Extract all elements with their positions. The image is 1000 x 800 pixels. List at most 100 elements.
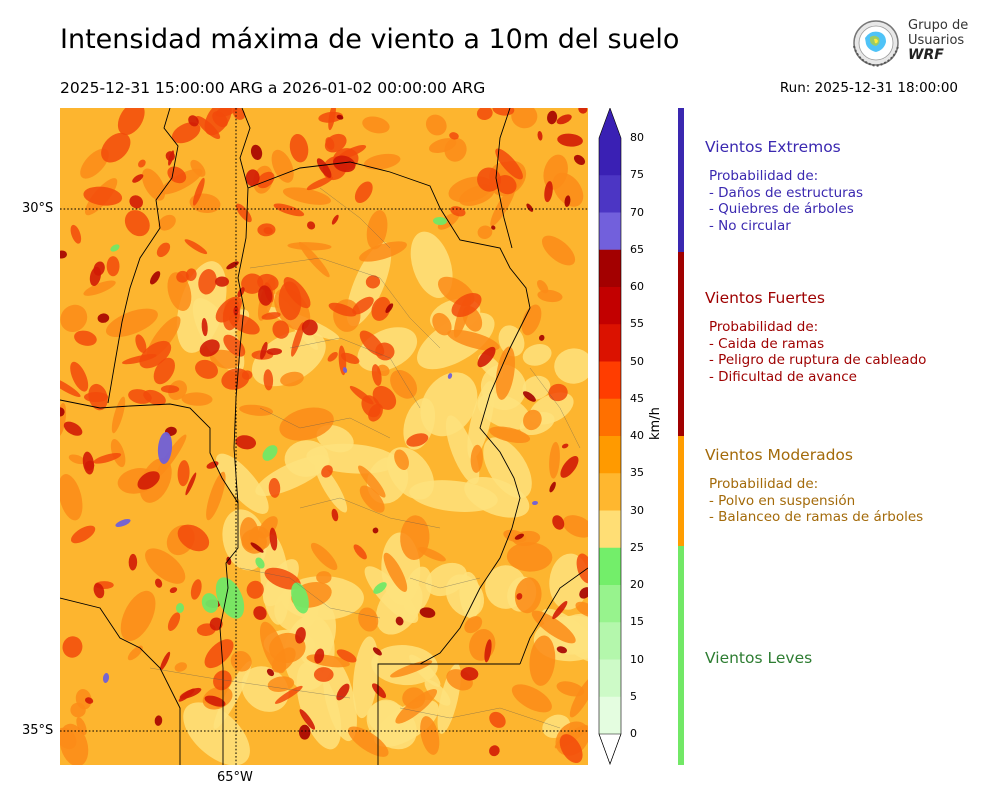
moderate-wind-patch	[271, 149, 294, 183]
moderate-wind-patch	[105, 308, 158, 338]
strong-wind-patch	[283, 277, 311, 309]
very-strong-wind-core	[514, 533, 525, 540]
strong-wind-patch	[70, 224, 82, 244]
strong-wind-patch	[306, 176, 334, 191]
strong-wind-patch	[371, 364, 382, 386]
colorbar-tick-label: 55	[630, 317, 644, 331]
moderate-wind-patch	[402, 687, 426, 709]
moderate-wind-patch	[358, 465, 386, 498]
strong-wind-patch	[256, 171, 275, 189]
light-wind-green-patch	[373, 582, 387, 594]
moderate-wind-patch	[432, 312, 452, 336]
strong-wind-patch	[241, 273, 264, 294]
moderate-wind-patch	[511, 684, 552, 713]
strong-wind-core	[331, 508, 339, 522]
very-strong-wind-core	[522, 391, 536, 402]
moderate-wind-patch	[390, 660, 433, 678]
strong-wind-patch	[449, 132, 459, 140]
moderate-wind-patch	[310, 542, 338, 571]
strong-wind-patch	[327, 351, 338, 362]
moderate-wind-patch	[541, 235, 576, 266]
strong-wind-patch	[241, 370, 253, 380]
strong-wind-patch	[62, 636, 83, 658]
very-strong-wind-core	[564, 195, 571, 208]
strong-wind-patch	[93, 452, 122, 464]
colorbar-swatch	[599, 696, 621, 735]
moderate-wind-patch	[549, 441, 560, 479]
moderate-wind-patch	[464, 616, 483, 634]
moderate-wind-patch	[279, 407, 334, 441]
moderate-wind-patch	[68, 454, 86, 465]
very-strong-wind-core	[154, 715, 163, 726]
strong-wind-core	[84, 460, 95, 471]
strong-wind-core	[556, 114, 572, 125]
moderate-wind-patch	[145, 548, 186, 584]
strong-wind-patch	[167, 166, 187, 184]
strong-wind-core	[307, 221, 316, 230]
light-wind-green-patch	[291, 582, 309, 614]
moderate-wind-patch	[543, 154, 568, 190]
very-strong-wind-core	[526, 203, 534, 212]
strong-wind-core	[260, 341, 268, 360]
strong-wind-patch	[171, 122, 201, 144]
extreme-wind-patch	[102, 673, 110, 683]
moderate-wind-patch	[366, 210, 388, 250]
colorbar-tick-label: 65	[630, 242, 644, 256]
strong-wind-patch	[476, 108, 493, 120]
very-strong-wind-core	[539, 334, 545, 341]
strong-wind-core	[85, 697, 94, 704]
moderate-wind-patch	[181, 392, 213, 406]
very-strong-wind-core	[60, 407, 65, 417]
moderate-wind-patch	[258, 516, 278, 539]
strong-wind-patch	[177, 524, 210, 552]
extreme-wind-patch	[342, 367, 348, 373]
strong-wind-core	[269, 527, 278, 551]
strong-wind-core	[258, 285, 273, 306]
strong-wind-patch	[354, 181, 373, 204]
very-strong-wind-core	[149, 271, 161, 285]
strong-wind-core	[206, 461, 219, 469]
strong-wind-patch	[246, 580, 264, 599]
colorbar-unit: km/h	[648, 407, 663, 440]
strong-wind-patch	[289, 133, 309, 163]
strong-wind-core	[477, 346, 496, 368]
extreme-wind-patch	[115, 518, 131, 528]
legend-bar-leves	[678, 546, 684, 765]
category-item: - Balanceo de ramas de árboles	[709, 509, 924, 525]
legend-bar-extremos	[678, 108, 684, 252]
colorbar-swatch	[599, 287, 621, 325]
strong-wind-patch	[156, 242, 171, 258]
moderate-wind-patch	[470, 444, 483, 473]
category-extremos: Vientos Extremos Probabilidad de: - Daño…	[705, 138, 863, 234]
moderate-wind-patch	[127, 645, 143, 661]
strong-wind-core	[204, 695, 226, 707]
light-wind-patch	[425, 562, 468, 597]
colorbar-tick-label: 60	[630, 280, 644, 293]
strong-wind-core	[178, 688, 195, 702]
strong-wind-core	[314, 648, 325, 664]
strong-wind-patch	[70, 361, 89, 392]
strong-wind-patch	[291, 322, 305, 357]
colorbar-tick-label: 45	[630, 391, 644, 405]
colorbar-tick-label: 10	[630, 652, 644, 666]
very-strong-wind-core	[250, 542, 264, 553]
moderate-wind-patch	[447, 329, 500, 351]
very-strong-wind-core	[549, 481, 556, 493]
moderate-wind-patch	[209, 349, 240, 369]
strong-wind-patch	[313, 667, 334, 682]
light-wind-patch	[522, 344, 552, 366]
colorbar-tick-label: 70	[630, 205, 644, 219]
category-prob-label: Probabilidad de:	[709, 319, 819, 335]
strong-wind-core	[484, 639, 492, 663]
strong-wind-patch	[264, 567, 301, 590]
moderate-wind-patch	[358, 607, 379, 632]
category-item: - Peligro de ruptura de cableado	[709, 352, 927, 368]
light-wind-patch	[352, 636, 379, 719]
strong-wind-patch	[184, 239, 208, 255]
lat-label-30s: 30°S	[22, 201, 54, 216]
strong-wind-core	[132, 174, 144, 183]
strong-wind-core	[93, 261, 105, 276]
category-item: - Dificultad de avance	[709, 368, 857, 385]
strong-wind-patch	[106, 256, 120, 277]
moderate-wind-patch	[174, 662, 187, 672]
